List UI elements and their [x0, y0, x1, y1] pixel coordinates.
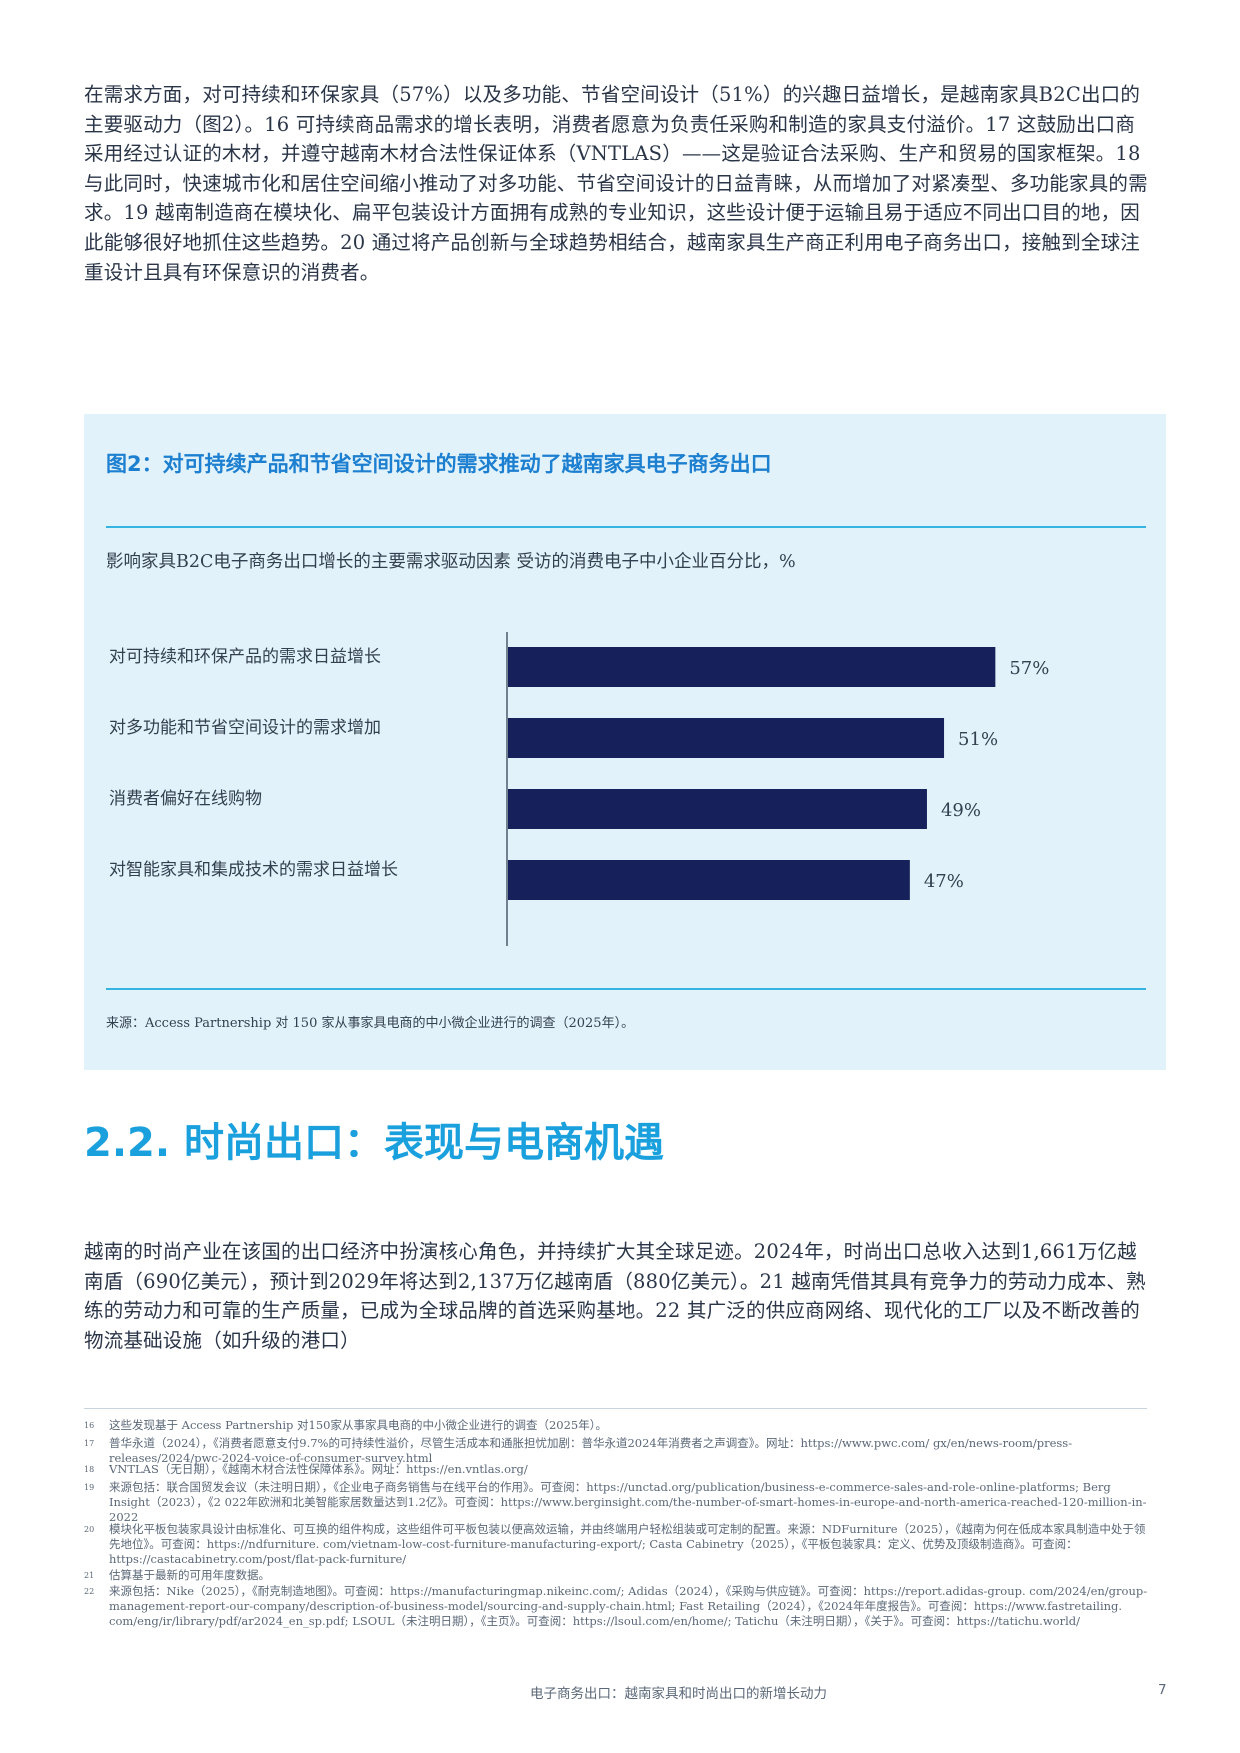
bar-3 [508, 789, 927, 829]
footnote-number: 17 [84, 1439, 95, 1448]
figure-subtitle: 影响家具B2C电子商务出口增长的主要需求驱动因素 受访的消费电子中小企业百分比，… [106, 552, 796, 572]
footnote-text: 模块化平板包装家具设计由标准化、可互换的组件构成，这些组件可平板包装以便高效运输… [109, 1522, 1146, 1566]
bar-2 [508, 718, 945, 758]
bar-4 [508, 860, 910, 900]
bar-chart: 对可持续和环保产品的需求日益增长 57% 对多功能和节省空间设计的需求增加 51% 消费… [109, 632, 1049, 946]
value-label: 47% [924, 871, 964, 892]
footnote-18: 18 VNTLAS（无日期），《越南木材合法性保障体系》。网址：https://… [84, 1462, 1149, 1477]
footer-title: 电子商务出口：越南家具和时尚出口的新增长动力 [530, 1686, 827, 1702]
section-heading: 2.2. 时尚出口：表现与电商机遇 [84, 1120, 664, 1166]
footnote-text: 普华永道（2024），《消费者愿意支付9.7%的可持续性溢价，尽管生活成本和通胀… [109, 1436, 1073, 1465]
footnote-number: 21 [84, 1571, 95, 1580]
footnote-text: 估算基于最新的可用年度数据。 [109, 1568, 270, 1582]
category-label: 对可持续和环保产品的需求日益增长 [109, 647, 381, 667]
footnote-text: 来源包括：联合国贸发会议（未注明日期），《企业电子商务销售与在线平台的作用》。可… [109, 1480, 1147, 1524]
footnote-16: 16 这些发现基于 Access Partnership 对150家从事家具电商… [84, 1418, 1149, 1433]
footnote-number: 16 [84, 1421, 95, 1430]
footnote-20: 20 模块化平板包装家具设计由标准化、可互换的组件构成，这些组件可平板包装以便高… [84, 1522, 1149, 1567]
footnote-number: 20 [84, 1525, 95, 1534]
intro-paragraph: 在需求方面，对可持续和环保家具（57%）以及多功能、节省空间设计（51%）的兴趣… [84, 83, 1148, 284]
value-label: 49% [941, 800, 981, 821]
bar-1 [508, 647, 996, 687]
footnote-text: 来源包括：Nike（2025），《耐克制造地图》。可查阅：https://man… [109, 1584, 1148, 1628]
category-label: 消费者偏好在线购物 [109, 789, 262, 809]
figure-panel: 图2：对可持续产品和节省空间设计的需求推动了越南家具电子商务出口 影响家具B2C… [84, 414, 1166, 1070]
footnote-divider [84, 1408, 1147, 1409]
page-number: 7 [1158, 1682, 1167, 1698]
footnote-17: 17 普华永道（2024），《消费者愿意支付9.7%的可持续性溢价，尽管生活成本… [84, 1436, 1149, 1466]
value-label: 57% [1009, 658, 1049, 679]
footnote-text: 这些发现基于 Access Partnership 对150家从事家具电商的中小… [109, 1418, 607, 1432]
chart-bars: 对可持续和环保产品的需求日益增长 57% 对多功能和节省空间设计的需求增加 51% 消费… [109, 647, 1049, 900]
footnote-number: 18 [84, 1465, 95, 1474]
category-label: 对智能家具和集成技术的需求日益增长 [109, 860, 398, 880]
value-label: 51% [958, 729, 998, 750]
fashion-paragraph: 越南的时尚产业在该国的出口经济中扮演核心角色，并持续扩大其全球足迹。2024年，… [84, 1240, 1146, 1352]
figure-top-rule [106, 526, 1146, 528]
footnote-21: 21 估算基于最新的可用年度数据。 [84, 1568, 1149, 1583]
footnote-19: 19 来源包括：联合国贸发会议（未注明日期），《企业电子商务销售与在线平台的作用… [84, 1480, 1149, 1525]
footnote-number: 22 [84, 1587, 95, 1596]
figure-title: 图2：对可持续产品和节省空间设计的需求推动了越南家具电子商务出口 [106, 452, 772, 476]
footnote-number: 19 [84, 1483, 95, 1492]
figure-bottom-rule [106, 988, 1146, 990]
figure-source: 来源：Access Partnership 对 150 家从事家具电商的中小微企… [106, 1016, 635, 1031]
footnote-22: 22 来源包括：Nike（2025），《耐克制造地图》。可查阅：https://… [84, 1584, 1149, 1629]
footnote-text: VNTLAS（无日期），《越南木材合法性保障体系》。网址：https://en.… [109, 1462, 528, 1476]
category-label: 对多功能和节省空间设计的需求增加 [109, 718, 381, 738]
